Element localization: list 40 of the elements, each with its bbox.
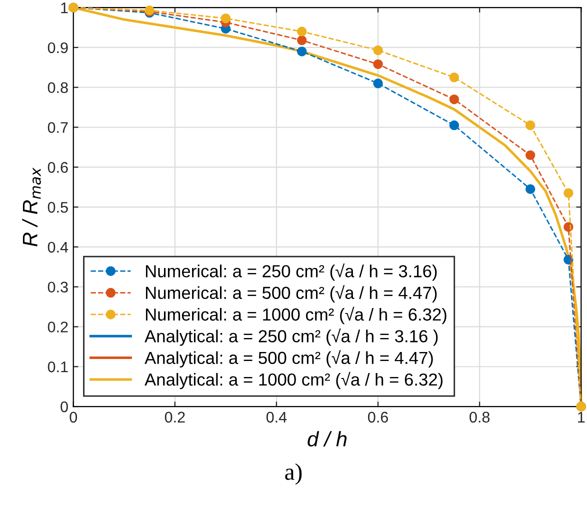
legend-label: Analytical: a = 1000 cm² (√a / h = 6.32) xyxy=(144,372,443,390)
y-tick-label: 0.2 xyxy=(48,322,68,332)
point xyxy=(449,94,460,104)
point xyxy=(297,26,307,36)
y-axis-title: R / R$_{max}$ xyxy=(22,168,41,246)
point xyxy=(449,120,460,130)
y-tick-label: 1 xyxy=(61,2,68,14)
legend-label: Analytical: a = 250 cm² (√a / h = 3.16 ) xyxy=(144,328,438,346)
x-tick-label: 0 xyxy=(70,412,78,423)
point xyxy=(297,35,307,46)
point xyxy=(373,78,383,88)
text: a) xyxy=(285,463,302,485)
point xyxy=(373,59,383,70)
point xyxy=(525,120,536,130)
point xyxy=(525,150,536,160)
legend-label: Analytical: a = 500 cm² (√a / h = 4.47) xyxy=(144,350,433,368)
y-tick-label: 0 xyxy=(60,401,68,412)
y-tick-label: 0.7 xyxy=(48,122,68,133)
legend-label: Numerical: a = 250 cm² (√a / h = 3.16) xyxy=(146,263,437,281)
point xyxy=(525,184,536,194)
point xyxy=(220,13,231,24)
x-tick-label: 0.2 xyxy=(164,412,185,423)
y-tick-label: 0.9 xyxy=(48,42,68,54)
legend-label: Numerical: a = 1000 cm² (√a / h = 6.32) xyxy=(146,306,446,324)
x-tick-label: 0.4 xyxy=(266,412,287,423)
y-tick-label: 0.4 xyxy=(48,242,68,253)
y-tick-label: 0.1 xyxy=(48,362,68,372)
point xyxy=(297,46,307,56)
x-tick-label: 0.6 xyxy=(368,412,388,423)
point xyxy=(373,45,383,56)
x-tick-label: 1 xyxy=(578,412,585,422)
point xyxy=(449,72,460,82)
y-tick-label: 0.6 xyxy=(48,162,68,173)
y-tick-label: 0.3 xyxy=(48,282,68,293)
legend-label: Numerical: a = 500 cm² (√a / h = 4.47) xyxy=(146,285,437,302)
y-tick-label: 0.8 xyxy=(48,82,68,94)
x-axis-title: d / h xyxy=(308,431,347,446)
y-tick-label: 0.5 xyxy=(48,202,68,213)
point xyxy=(564,188,574,198)
x-tick-label: 0.8 xyxy=(470,412,490,423)
